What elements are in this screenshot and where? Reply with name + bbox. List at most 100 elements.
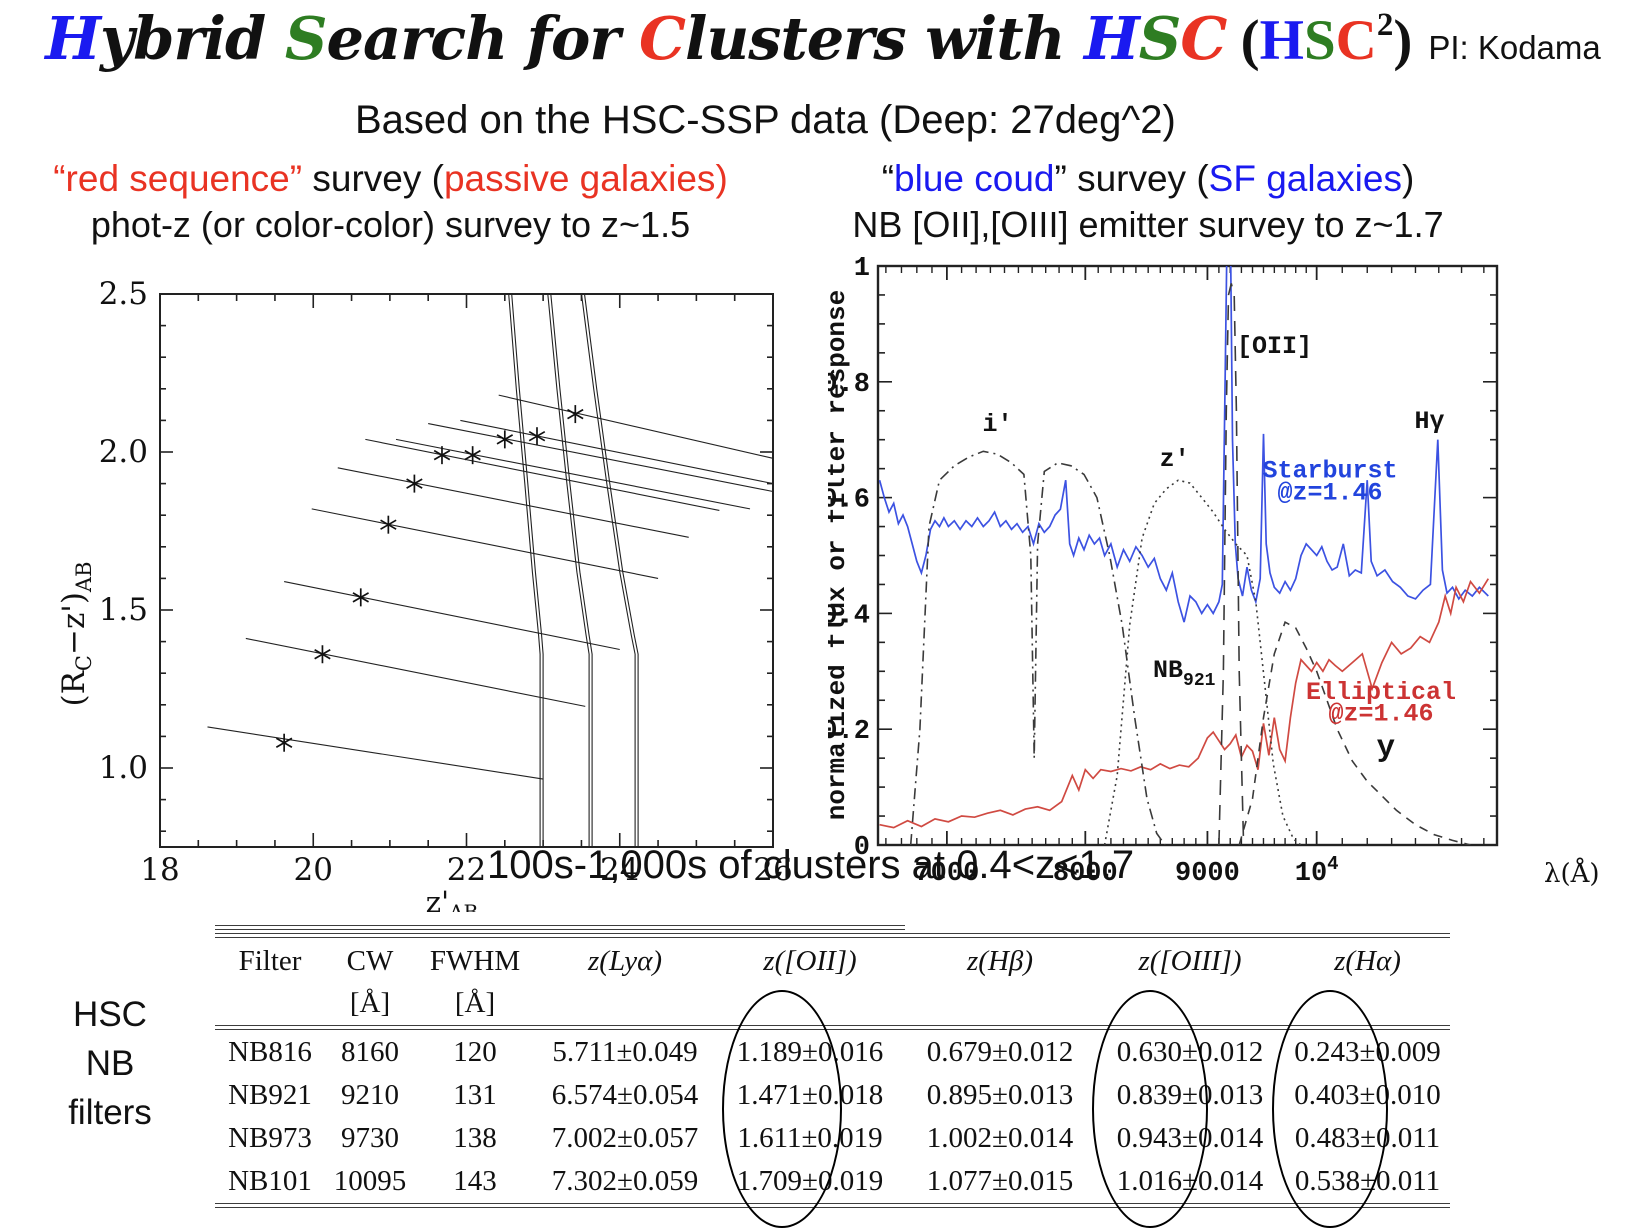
value-cell: 0.895±0.013 — [926, 1079, 1074, 1111]
selection-boundaries — [508, 293, 639, 847]
slide-title: Hybrid Search for Clusters with HSC (HSC… — [0, 4, 1646, 73]
value-cell: 0.679±0.012 — [926, 1036, 1074, 1068]
text-segment: C — [1180, 4, 1227, 73]
value-cell: 120 — [453, 1036, 497, 1068]
elliptical-spectrum — [879, 578, 1490, 829]
svg-text:0.2: 0.2 — [828, 717, 870, 747]
value-cell: z(Hβ) — [967, 944, 1033, 977]
value-cell: 138 — [453, 1122, 497, 1154]
text-segment: earch for — [326, 4, 640, 73]
highlight-ellipse-oiii — [1092, 990, 1208, 1228]
svg-text:0.4: 0.4 — [828, 601, 870, 631]
text-segment: lusters with — [684, 4, 1085, 73]
value-cell: z(Hα) — [1334, 944, 1401, 977]
value-cell: 7.002±0.057 — [551, 1122, 699, 1154]
table-row: Filter CW FWHM z(Lyα) z([OII]) z(Hβ) z([OIII])… — [215, 939, 1450, 983]
hsc-nb-filters-label: HSC NB filters — [28, 990, 192, 1137]
value-cell: 7.302±0.059 — [551, 1165, 699, 1197]
spec-ylabel: normalized flux or filter response — [828, 290, 852, 821]
text-segment: blue coud — [894, 158, 1055, 199]
pi-label: PI: Kodama — [1428, 29, 1601, 66]
text-segment: 2 — [1376, 7, 1394, 43]
value-cell: z([OIII]) — [1138, 944, 1242, 977]
svg-text:1.5: 1.5 — [99, 592, 148, 628]
highlight-ellipse-halpha — [1272, 990, 1388, 1228]
value-cell: 131 — [453, 1079, 497, 1111]
value-cell: z([OII]) — [763, 944, 857, 977]
text-segment: ) — [715, 158, 728, 199]
text-segment: ) — [1393, 9, 1413, 72]
text-segment: ” survey ( — [1054, 158, 1209, 199]
svg-text:9000: 9000 — [1175, 859, 1240, 889]
text-segment: S — [1303, 9, 1336, 72]
red-sequence-heading: “red sequence” survey (passive galaxies)… — [8, 158, 773, 246]
svg-text:1: 1 — [854, 254, 870, 284]
text-segment: H — [45, 4, 101, 73]
value-cell: 8160 — [341, 1036, 399, 1068]
svg-text:24: 24 — [600, 852, 639, 888]
filter-name-cell: NB816 — [228, 1036, 312, 1068]
cm-ylabel: (RC−z')AB — [56, 561, 96, 706]
svg-text:18: 18 — [140, 852, 179, 888]
svg-text:26: 26 — [753, 852, 792, 888]
z-band-filter — [1103, 479, 1302, 845]
svg-text:0.6: 0.6 — [828, 486, 870, 516]
cm-plot: 18 20 22 24 26 1.0 1.5 2.0 2.5 (RC−z')AB z'AB — [56, 276, 793, 912]
spectrum-filter-chart: 0 0.2 0.4 0.6 0.8 1 7000 8000 9000 104 [OII] i' z' Hγ… — [828, 254, 1600, 889]
value-cell: z(Lyα) — [588, 944, 662, 977]
svg-text:0: 0 — [854, 833, 870, 863]
clusters-caption: 100s-1,000s of clusters at 0.4<z<1.7 — [487, 843, 1135, 887]
spec-annotation: NB921 — [1153, 656, 1216, 691]
svg-text:7000: 7000 — [914, 859, 979, 889]
text-segment: “red sequence” — [53, 158, 303, 199]
svg-text:8000: 8000 — [1053, 859, 1118, 889]
spec-annotation: Starburst — [1263, 456, 1398, 485]
red-sequence-heading-line2: phot-z (or color-color) survey to z~1.5 — [90, 204, 691, 245]
table-rule — [215, 1203, 1450, 1208]
text-segment: ) — [1401, 158, 1415, 199]
value-cell: 6.574±0.054 — [551, 1079, 699, 1111]
filter-name-cell: NB921 — [228, 1079, 312, 1111]
spec-series — [878, 266, 1490, 845]
text-segment: survey ( — [302, 158, 444, 199]
spec-annotation: i' — [982, 410, 1012, 439]
i-band-filter — [909, 450, 1166, 845]
text-segment: SF galaxies — [1208, 158, 1402, 199]
nb921-filter — [1218, 283, 1245, 845]
spec-xlabel: λ(Å) — [1544, 857, 1600, 889]
text-segment: C — [639, 4, 686, 73]
title-text: Hybrid Search for Clusters with HSC (HSC… — [45, 4, 1412, 73]
spec-annotation: y — [1377, 730, 1396, 765]
svg-text:0.8: 0.8 — [828, 370, 870, 400]
filter-name-cell: NB973 — [228, 1122, 312, 1154]
red-sequence-heading-line1: “red sequence” survey (passive galaxies) — [8, 158, 773, 200]
text-segment: ( — [1226, 9, 1260, 72]
value-cell: 10095 — [333, 1165, 407, 1197]
spec-annotation: @z=1.46 — [1278, 478, 1383, 507]
spec-annotation: @z=1.46 — [1328, 700, 1433, 729]
highlight-ellipse-oii — [722, 990, 842, 1228]
text-segment: H — [1084, 4, 1140, 73]
text-segment: ybrid — [100, 4, 285, 73]
blue-cloud-heading: “blue coud” survey (SF galaxies) NB [OII… — [828, 158, 1468, 246]
svg-text:20: 20 — [294, 852, 333, 888]
svg-text:104: 104 — [1295, 853, 1339, 889]
table-rule — [215, 925, 905, 930]
spec-annotation: z' — [1160, 445, 1190, 474]
spec-annotation: Hγ — [1415, 407, 1445, 436]
subtitle: Based on the HSC-SSP data (Deep: 27deg^2… — [355, 98, 1176, 142]
blue-cloud-heading-line1: “blue coud” survey (SF galaxies) — [828, 158, 1468, 200]
text-segment: S — [1138, 4, 1182, 73]
y-band-filter — [1238, 620, 1471, 845]
svg-text:22: 22 — [447, 852, 486, 888]
hsc-nb-filters-line3: filters — [68, 1093, 152, 1132]
value-cell: 5.711±0.049 — [552, 1036, 698, 1068]
hsc-nb-filters-line2: NB — [85, 1044, 135, 1083]
value-cell: 1.077±0.015 — [926, 1165, 1074, 1197]
text-segment: S — [284, 4, 328, 73]
value-cell: 1.002±0.014 — [926, 1122, 1074, 1154]
value-cell: [Å] — [454, 986, 496, 1019]
spec-annotation: Elliptical — [1306, 678, 1456, 707]
text-segment: H — [1259, 9, 1304, 72]
